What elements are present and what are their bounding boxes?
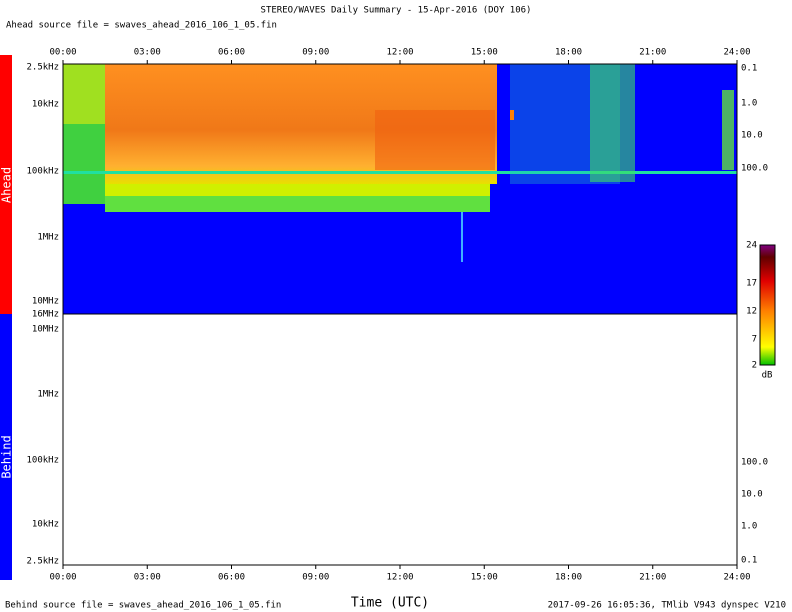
time-label-top: 00:00 — [49, 48, 76, 58]
behind-frame — [62, 313, 738, 566]
right-label: 100.0 — [741, 458, 768, 468]
ahead-bar — [0, 55, 12, 314]
time-label-top: 09:00 — [302, 48, 329, 58]
freq-label: 10kHz — [32, 100, 59, 110]
freq-label: 16MHz — [32, 310, 59, 320]
freq-label: 1MHz — [37, 390, 59, 400]
time-label-top: 24:00 — [723, 48, 750, 58]
colorbar-label: 2 — [752, 361, 757, 371]
right-label: 1.0 — [741, 99, 757, 109]
right-label: 10.0 — [741, 490, 763, 500]
freq-label: 100kHz — [26, 456, 59, 466]
colorbar-label: 17 — [746, 279, 757, 289]
freq-label: 10kHz — [32, 520, 59, 530]
colorbar — [759, 244, 776, 366]
x-axis-title: Time (UTC) — [351, 596, 429, 611]
freq-label: 2.5kHz — [26, 557, 59, 567]
stamp: 2017-09-26 16:05:36, TMlib V943 dynspec … — [548, 601, 786, 611]
time-label-top: 12:00 — [386, 48, 413, 58]
behind-source: Behind source file = swaves_ahead_2016_1… — [5, 601, 281, 611]
right-label: 100.0 — [741, 164, 768, 174]
freq-label: 2.5kHz — [26, 63, 59, 73]
time-label-bottom: 00:00 — [49, 573, 76, 583]
behind-label: Behind — [0, 435, 14, 478]
time-label-bottom: 15:00 — [471, 573, 498, 583]
ahead-label: Ahead — [0, 167, 14, 203]
right-label: 10.0 — [741, 131, 763, 141]
time-label-bottom: 09:00 — [302, 573, 329, 583]
freq-label: 100kHz — [26, 167, 59, 177]
time-label-bottom: 24:00 — [723, 573, 750, 583]
time-label-bottom: 03:00 — [134, 573, 161, 583]
ahead-source: Ahead source file = swaves_ahead_2016_10… — [6, 21, 277, 31]
right-label: 1.0 — [741, 522, 757, 532]
colorbar-label: 7 — [752, 335, 757, 345]
time-label-top: 18:00 — [555, 48, 582, 58]
right-label: 0.1 — [741, 64, 757, 74]
time-label-bottom: 12:00 — [386, 573, 413, 583]
time-label-top: 06:00 — [218, 48, 245, 58]
colorbar-label: 24 — [746, 241, 757, 251]
time-label-top: 15:00 — [471, 48, 498, 58]
time-label-top: 21:00 — [639, 48, 666, 58]
ahead-spectrogram — [63, 64, 737, 314]
freq-label: 10MHz — [32, 325, 59, 335]
colorbar-label: 12 — [746, 307, 757, 317]
freq-label: 10MHz — [32, 297, 59, 307]
time-label-bottom: 06:00 — [218, 573, 245, 583]
colorbar-unit: dB — [762, 371, 773, 381]
title: STEREO/WAVES Daily Summary - 15-Apr-2016… — [261, 6, 532, 16]
freq-label: 1MHz — [37, 233, 59, 243]
behind-bar — [0, 314, 12, 580]
time-label-bottom: 21:00 — [639, 573, 666, 583]
right-label: 0.1 — [741, 556, 757, 566]
time-label-top: 03:00 — [134, 48, 161, 58]
time-label-bottom: 18:00 — [555, 573, 582, 583]
